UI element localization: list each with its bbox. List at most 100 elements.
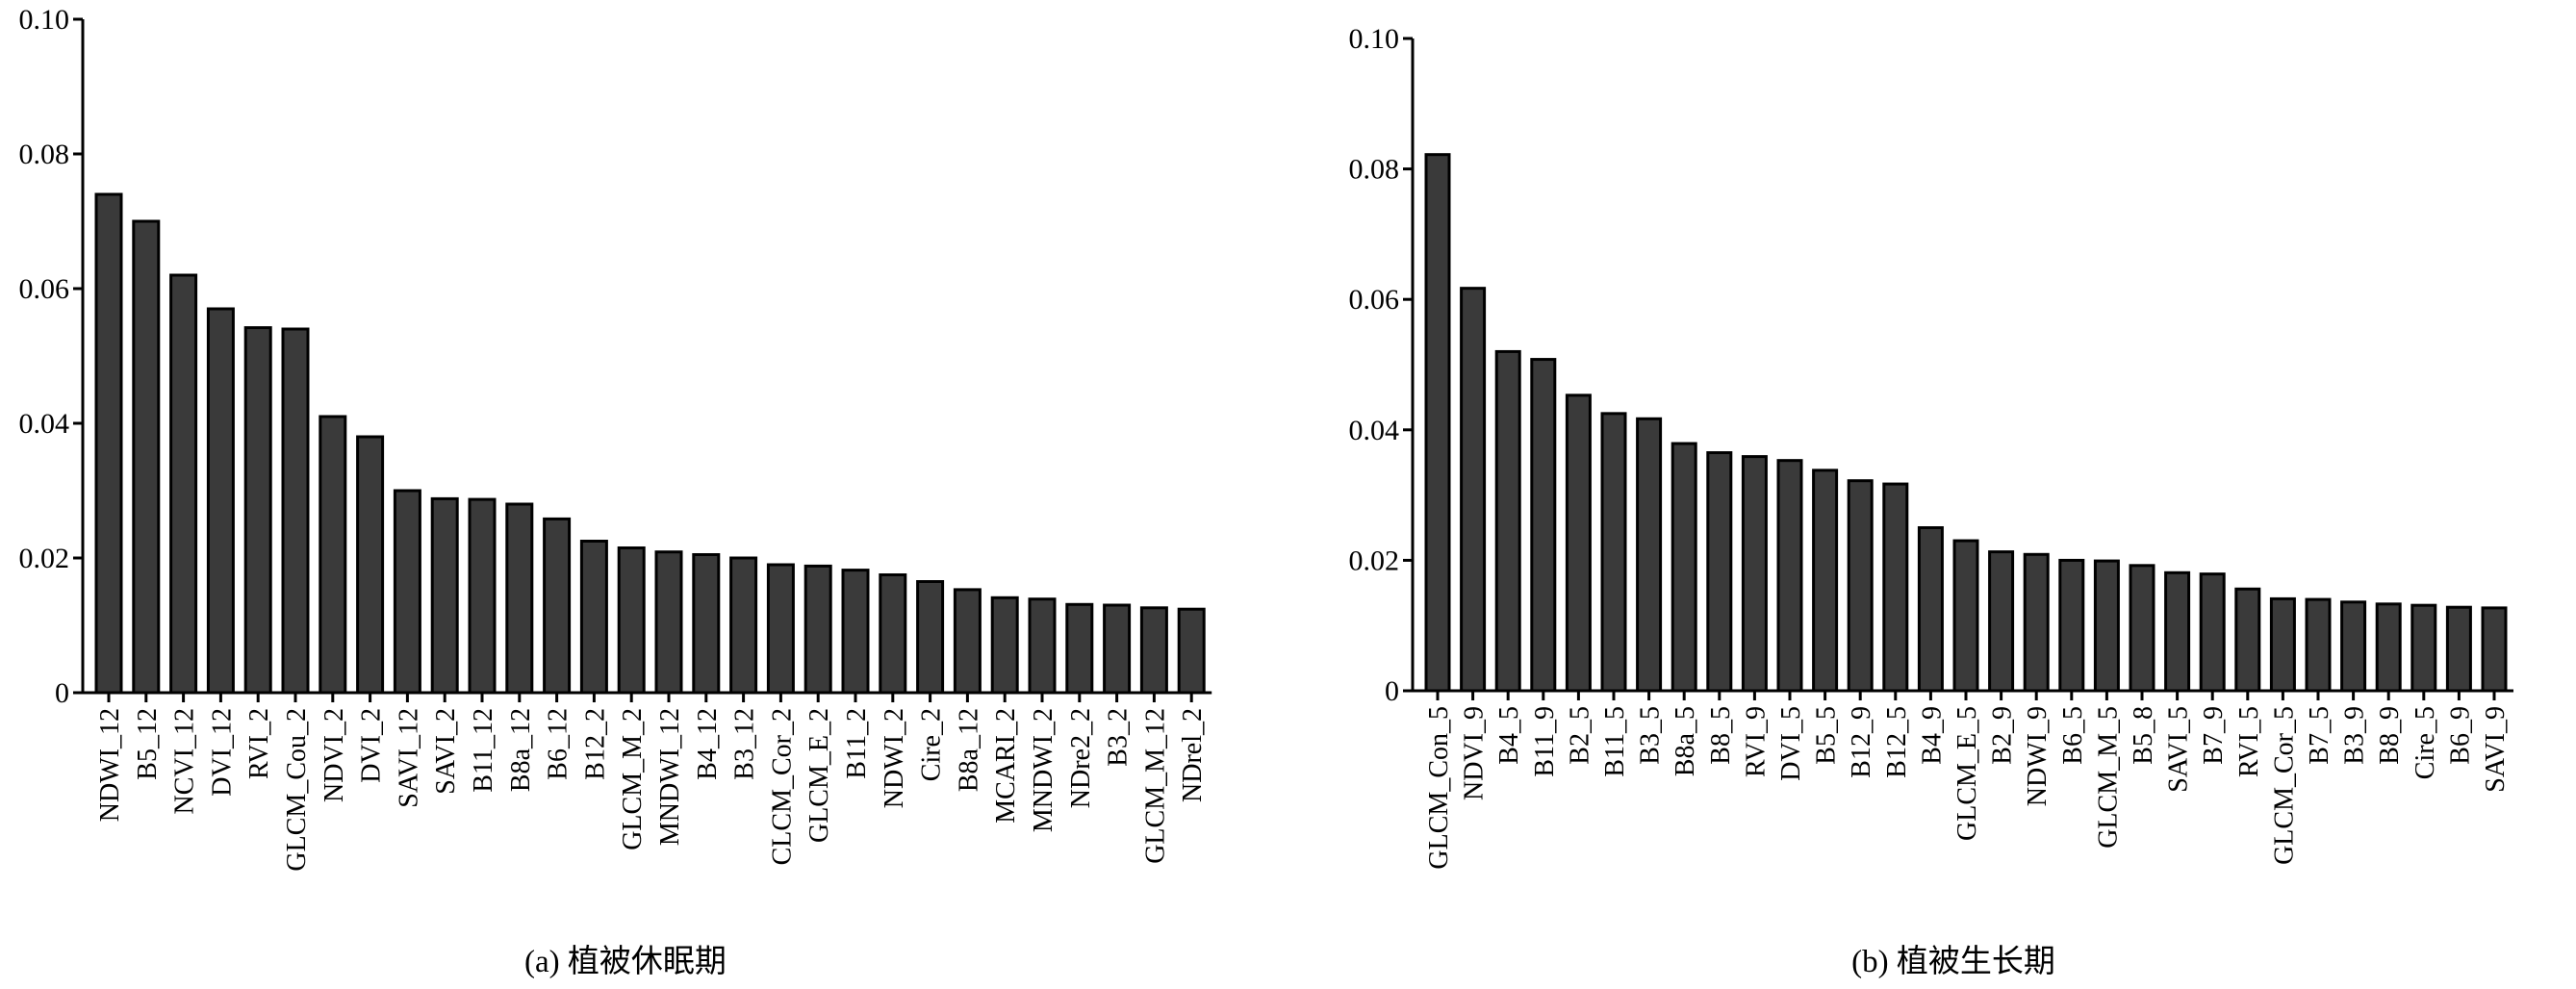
x-tick-label: MNDWI_12 (655, 708, 685, 846)
bar (1812, 469, 1839, 693)
x-tick-label: B5_12 (133, 708, 163, 780)
bar (1636, 417, 1663, 693)
x-tick-label: MCARI_2 (991, 708, 1021, 824)
bar (2410, 603, 2437, 693)
x-tick-label: NDre2_2 (1066, 708, 1096, 808)
x-tick-label: B3_9 (2340, 706, 2370, 765)
bar (1065, 602, 1094, 695)
bar (1600, 412, 1627, 693)
x-tick-label: NDWI_12 (95, 708, 125, 822)
bar (879, 573, 907, 695)
x-tick-label: B8_5 (1706, 706, 1736, 765)
x-tick-label: RVI_5 (2234, 706, 2264, 777)
x-tick-label: B8a_12 (954, 708, 983, 792)
x-tick-label: CLCM_Cor_2 (767, 708, 797, 865)
x-tick-label: B4_9 (1917, 706, 1947, 765)
bar (841, 569, 870, 695)
x-tick-label: B6_12 (544, 708, 574, 780)
bar (2058, 558, 2085, 693)
x-tick-label: GLCM_M_2 (618, 708, 648, 850)
x-tick-label: GLCM_M_5 (2093, 706, 2123, 849)
bar (1103, 603, 1132, 695)
x-tick-label: SAVI_12 (394, 708, 423, 808)
bar (543, 517, 572, 695)
x-tick-label: NDVI_2 (319, 708, 349, 802)
x-tick-label: NDVI_9 (1460, 706, 1490, 800)
x-tick-label: DVI_12 (207, 708, 237, 797)
x-tick-label: DVI_2 (357, 708, 387, 783)
y-tick-label: 0.08 (19, 139, 70, 170)
bar (1424, 153, 1451, 693)
x-tick-label: SAVI_9 (2481, 706, 2511, 793)
x-tick-label: B6_5 (2058, 706, 2088, 765)
bar (94, 192, 123, 695)
x-tick-label: GLCM_Cor_5 (2269, 706, 2299, 865)
bar (1988, 550, 2015, 693)
bar (132, 219, 161, 695)
x-tick-label: RVI_2 (244, 708, 274, 779)
x-tick-label: B3_2 (1104, 708, 1134, 767)
bar (169, 273, 198, 695)
x-tick-label: B7_9 (2199, 706, 2229, 765)
bar (468, 497, 497, 695)
x-tick-label: B6_9 (2445, 706, 2475, 765)
x-tick-label: GLCM_E_5 (1952, 706, 1982, 841)
bar (2375, 602, 2402, 693)
bar (1776, 459, 1803, 693)
bar (356, 435, 385, 695)
x-tick-label: NDrel_2 (1178, 708, 1208, 802)
bar (729, 556, 758, 695)
bar (916, 580, 945, 695)
y-tick-label: 0.10 (19, 4, 70, 36)
bar (319, 415, 347, 695)
bar (206, 307, 235, 695)
x-tick-label: RVI_9 (1741, 706, 1771, 777)
bar (617, 546, 646, 695)
x-tick-label: B8a_5 (1671, 706, 1700, 776)
x-tick-label: GLCM_M_12 (1140, 708, 1170, 864)
x-tick-label: MNDWI_2 (1029, 708, 1058, 832)
bar (953, 588, 982, 695)
bar (1882, 482, 1909, 693)
bar (1952, 539, 1979, 693)
x-tick-label: B12_5 (1882, 706, 1912, 778)
bar (654, 550, 683, 695)
bar (1917, 526, 1944, 693)
bar (1460, 287, 1487, 693)
x-tick-label: B11_12 (469, 708, 498, 793)
x-tick-label: B4_12 (693, 708, 723, 780)
bar (1494, 349, 1521, 693)
y-tick-label: 0.04 (1349, 415, 1400, 446)
x-tick-label: B5_5 (1812, 706, 1842, 765)
x-tick-label: B11_5 (1600, 706, 1630, 777)
bar (1139, 606, 1168, 695)
bar (2093, 559, 2120, 693)
x-tick-label: B2_9 (1988, 706, 2018, 765)
y-tick-label: 0.02 (19, 543, 70, 574)
x-tick-label: B3_5 (1636, 706, 1666, 765)
x-tick-label: Cire_5 (2410, 706, 2440, 779)
x-tick-label: B7_5 (2305, 706, 2334, 765)
bar (1177, 607, 1206, 695)
y-tick-label: 0.08 (1349, 154, 1400, 186)
x-tick-label: DVI_5 (1776, 706, 1806, 781)
bar (2340, 600, 2367, 693)
bar (281, 327, 310, 695)
x-tick-label: GLCM_E_2 (804, 708, 834, 843)
y-tick-label: 0.06 (19, 273, 70, 305)
x-tick-label: B5_8 (2129, 706, 2158, 765)
chart-panel-a: 0 0.02 0.04 0.06 0.08 0.10 NDWI_12 B5_12 NCVI_12… (19, 4, 1212, 979)
bar (990, 596, 1019, 695)
y-tick-label: 0.06 (1349, 284, 1400, 316)
x-tick-label: GLCM_Con_5 (1424, 706, 1454, 870)
bar (430, 496, 459, 695)
bar (766, 563, 795, 695)
y-tick-label: 0 (1385, 675, 1399, 707)
bar (393, 489, 421, 695)
bar (2023, 552, 2050, 693)
bar (2164, 571, 2191, 693)
y-tick-label: 0.04 (19, 408, 70, 440)
x-tick-label: NDWI_2 (880, 708, 909, 808)
